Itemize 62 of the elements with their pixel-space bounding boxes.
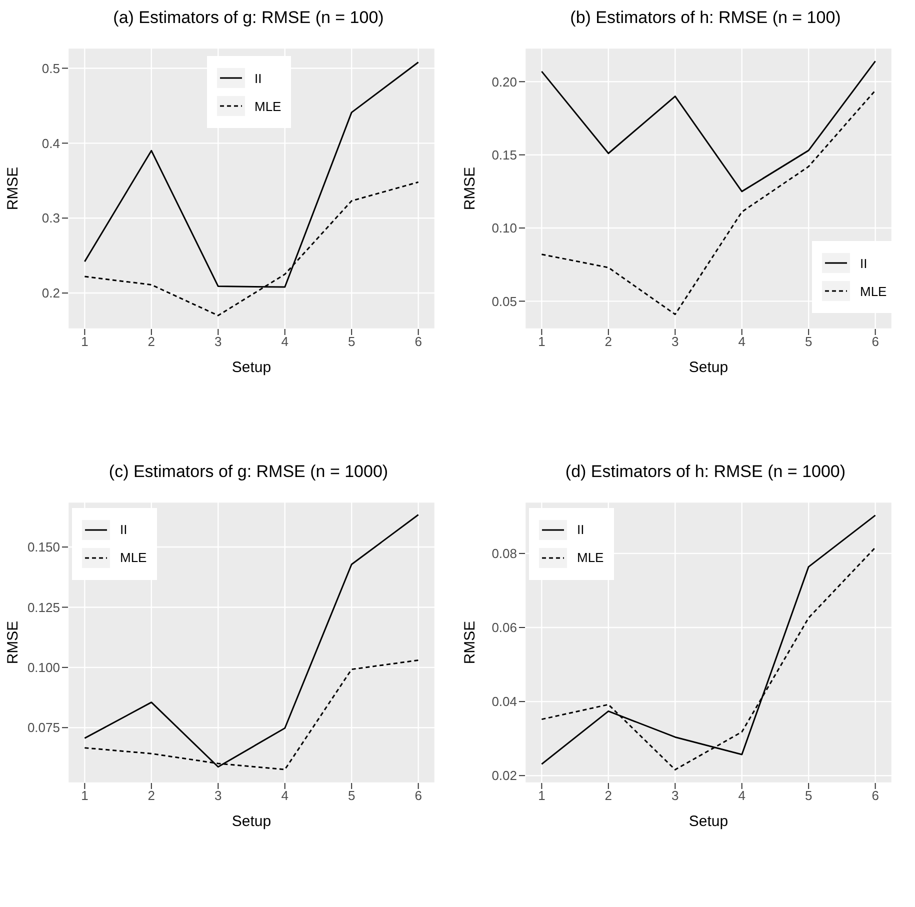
x-tick-label: 3: [214, 334, 222, 350]
x-tick-label: 6: [872, 788, 879, 803]
legend-label: II: [120, 522, 128, 537]
y-tick-label: 0.5: [42, 60, 60, 76]
x-tick-label: 4: [281, 788, 288, 803]
y-tick-label: 0.15: [492, 147, 517, 162]
x-tick-label: 5: [348, 334, 356, 350]
y-tick-label: 0.10: [492, 220, 517, 236]
x-tick-label: 1: [81, 334, 88, 350]
y-axis-title: RMSE: [461, 166, 478, 210]
y-tick-label: 0.125: [27, 599, 60, 614]
x-tick-label: 3: [672, 788, 679, 803]
legend-label: MLE: [860, 284, 887, 298]
y-tick-label: 0.100: [27, 660, 60, 675]
x-tick-label: 2: [604, 334, 612, 350]
x-tick-label: 5: [804, 334, 812, 350]
x-tick-label: 1: [538, 334, 546, 350]
y-tick-label: 0.04: [492, 694, 517, 709]
y-tick-label: 0.02: [492, 768, 517, 783]
x-tick-label: 2: [604, 788, 612, 803]
legend-label: II: [577, 522, 584, 537]
x-tick-label: 6: [414, 788, 422, 803]
y-tick-label: 0.150: [27, 539, 60, 554]
chart-title: (b) Estimators of h: RMSE (n = 100): [569, 7, 842, 29]
x-tick-label: 5: [804, 788, 812, 803]
x-tick-label: 6: [872, 334, 879, 350]
x-tick-label: 4: [738, 334, 746, 350]
x-tick-label: 2: [148, 788, 156, 803]
y-axis-title: RMSE: [4, 620, 22, 664]
x-tick-label: 5: [348, 788, 356, 803]
y-tick-label: 0.2: [42, 286, 60, 301]
x-axis-title: Setup: [688, 359, 728, 376]
x-tick-label: 4: [281, 334, 288, 350]
legend-label: II: [860, 256, 868, 270]
chart-title: (a) Estimators of g: RMSE (n = 100): [112, 7, 385, 29]
x-axis-title: Setup: [232, 812, 272, 830]
y-tick-label: 0.08: [492, 546, 517, 561]
y-axis-title: RMSE: [461, 620, 478, 664]
chart-title: (c) Estimators of g: RMSE (n = 1000): [108, 460, 390, 482]
y-tick-label: 0.4: [42, 136, 60, 151]
legend-label: MLE: [120, 550, 147, 565]
y-tick-label: 0.06: [492, 620, 517, 635]
x-tick-label: 1: [538, 788, 546, 803]
legend-label: II: [254, 70, 262, 86]
x-axis-title: Setup: [232, 359, 272, 376]
y-tick-label: 0.3: [42, 210, 60, 226]
line-series: [84, 514, 420, 768]
y-axis-title: RMSE: [4, 166, 22, 210]
x-tick-label: 6: [414, 334, 422, 350]
y-tick-label: 0.075: [27, 720, 60, 735]
x-tick-label: 3: [214, 788, 222, 803]
x-axis-title: Setup: [688, 812, 728, 830]
x-tick-label: 3: [672, 334, 679, 350]
line-series: [540, 60, 876, 192]
x-tick-label: 2: [148, 334, 156, 350]
y-tick-label: 0.05: [492, 294, 517, 309]
legend-label: MLE: [254, 98, 282, 114]
y-tick-label: 0.20: [492, 74, 517, 90]
x-tick-label: 4: [738, 788, 746, 803]
legend-label: MLE: [577, 550, 604, 565]
chart-title: (d) Estimators of h: RMSE (n = 1000): [564, 460, 847, 482]
x-tick-label: 1: [81, 788, 88, 803]
